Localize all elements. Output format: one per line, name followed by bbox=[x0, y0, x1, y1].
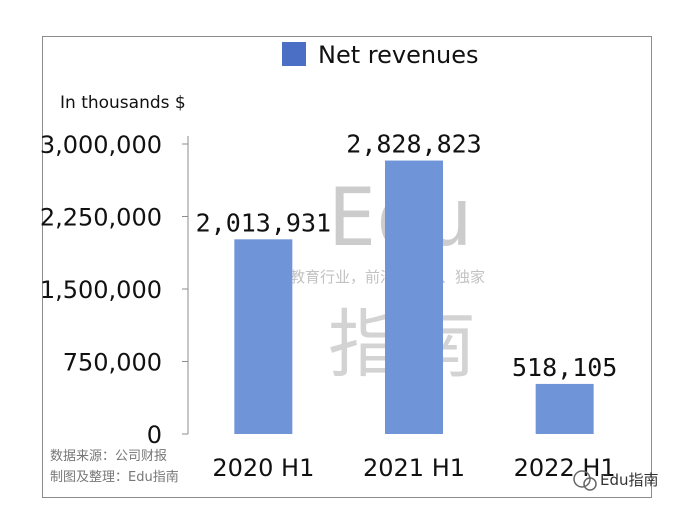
data-label: 2,828,823 bbox=[346, 130, 481, 159]
y-axis-ticks: 0 750,000 1,500,000 2,250,000 3,000,000 bbox=[40, 131, 188, 449]
brand-corner-label: Edu指南 bbox=[600, 471, 659, 489]
y-tick-label: 1,500,000 bbox=[40, 276, 162, 304]
legend-swatch bbox=[282, 42, 306, 66]
data-labels: 2,013,931 2,828,823 518,105 bbox=[196, 130, 618, 382]
x-axis-ticks: 2020 H1 2021 H1 2022 H1 bbox=[212, 454, 615, 482]
source-note-line1: 数据来源：公司财报 bbox=[50, 449, 167, 464]
y-tick-label: 750,000 bbox=[63, 349, 162, 377]
unit-label: In thousands $ bbox=[60, 93, 186, 113]
y-tick-label: 2,250,000 bbox=[40, 204, 162, 232]
x-tick-label: 2022 H1 bbox=[514, 454, 616, 482]
x-tick-label: 2020 H1 bbox=[212, 454, 314, 482]
bar bbox=[535, 383, 594, 434]
bars bbox=[234, 160, 594, 434]
data-label: 2,013,931 bbox=[196, 208, 331, 237]
bar bbox=[385, 160, 443, 434]
legend-label: Net revenues bbox=[318, 41, 479, 69]
bar bbox=[234, 239, 293, 434]
source-note-line2: 制图及整理：Edu指南 bbox=[50, 469, 179, 485]
y-tick-label: 3,000,000 bbox=[40, 131, 162, 159]
data-label: 518,105 bbox=[512, 353, 617, 382]
brand-corner: Edu指南 bbox=[573, 470, 659, 491]
wechat-icon bbox=[573, 470, 591, 488]
x-tick-label: 2021 H1 bbox=[363, 454, 465, 482]
wechat-icon-bubble bbox=[583, 477, 597, 491]
chart-frame bbox=[42, 36, 652, 498]
y-tick-label: 0 bbox=[147, 421, 162, 449]
